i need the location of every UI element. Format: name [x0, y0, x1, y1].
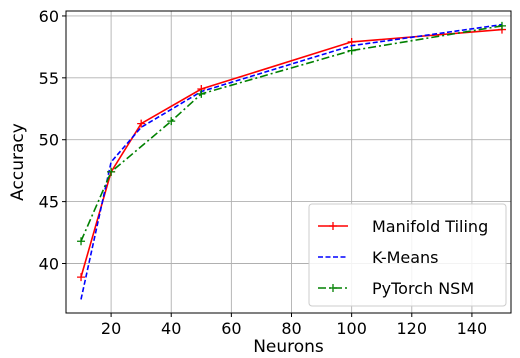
x-tick-label: 80 — [281, 319, 301, 338]
series-lines — [77, 21, 506, 300]
data-point-manifold-tiling — [77, 273, 86, 282]
x-tick-label: 140 — [457, 319, 488, 338]
y-tick-label: 45 — [39, 193, 59, 212]
legend-label-pytorch-nsm: PyTorch NSM — [372, 279, 474, 298]
y-tick-label: 50 — [39, 131, 59, 150]
y-axis-label: Accuracy — [8, 123, 28, 201]
series-line-k-means — [80, 23, 503, 300]
data-point-pytorch-nsm — [347, 46, 356, 55]
data-point-manifold-tiling — [137, 119, 146, 128]
y-tick-label: 55 — [39, 69, 59, 88]
legend-marker-manifold-tiling — [329, 222, 337, 230]
legend-marker-pytorch-nsm — [329, 284, 337, 292]
axis-ticks: 20 40 60 80 100 120 140 40 45 50 55 60 — [39, 7, 488, 338]
data-point-pytorch-nsm — [77, 237, 86, 246]
x-axis-label: Neurons — [253, 337, 324, 357]
x-tick-label: 40 — [161, 319, 181, 338]
data-point-pytorch-nsm — [167, 117, 176, 126]
x-tick-label: 100 — [336, 319, 367, 338]
legend-label-manifold-tiling: Manifold Tiling — [372, 217, 488, 236]
data-point-pytorch-nsm — [197, 89, 206, 98]
x-tick-label: 20 — [101, 319, 121, 338]
legend-label-k-means: K-Means — [372, 248, 439, 267]
data-point-manifold-tiling — [347, 37, 356, 46]
legend: Manifold Tiling K-Means PyTorch NSM — [308, 203, 507, 307]
x-tick-label: 120 — [397, 319, 428, 338]
data-point-pytorch-nsm — [107, 167, 116, 176]
plot-frame — [65, 10, 512, 314]
y-tick-label: 40 — [39, 254, 59, 273]
grid-lines — [66, 11, 511, 313]
legend-box — [308, 203, 507, 307]
x-tick-label: 60 — [221, 319, 241, 338]
y-tick-label: 60 — [39, 7, 59, 26]
data-point-pytorch-nsm — [497, 21, 506, 30]
series-line-manifold-tiling — [80, 28, 503, 278]
